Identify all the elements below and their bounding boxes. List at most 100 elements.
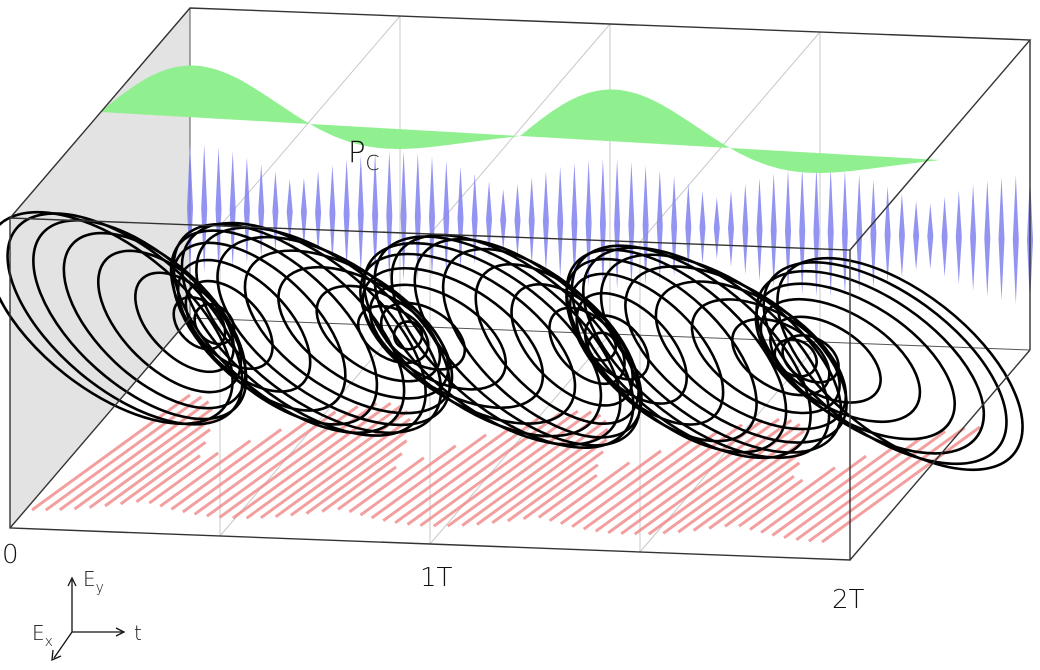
ey-spike [215,147,222,271]
ey-spike [201,144,208,273]
field-ellipse [277,265,450,400]
field-ellipse [362,241,603,438]
ex-stroke [620,417,780,536]
ex-stroke [348,456,425,514]
ey-spike [656,170,663,282]
ex-stroke [305,439,408,515]
ey-spike [742,183,749,275]
ex-stroke [559,449,662,526]
ex-stroke [245,404,402,520]
ey-spike [386,151,393,281]
ex-stroke [337,465,397,511]
ey-spike [1012,175,1019,304]
ey-spike [300,177,307,247]
ey-spike [984,180,991,297]
ex-stroke [571,439,692,528]
ey-spike [856,174,863,293]
ey-spike [728,190,734,267]
field-ellipse [172,222,406,435]
ex-stroke [359,444,457,517]
ex-stroke [290,427,411,517]
ex-stroke [104,428,211,508]
ex-stroke [135,454,201,504]
ey-spike [685,183,692,271]
field-ellipse [624,265,848,444]
field-ellipse [474,263,640,425]
ey-spike [628,161,635,288]
ex-stroke [821,425,981,544]
ex-stroke [31,393,191,512]
ex-stroke [181,418,311,514]
ex-stroke [724,474,795,528]
pc-label: PC [348,135,379,175]
ex-stroke [419,409,579,527]
field-ellipse [755,269,986,455]
ey-spike [884,186,891,284]
ex-stroke [321,452,403,513]
ey-spike [557,166,564,278]
ex-stroke [461,419,607,527]
ex-stroke [783,436,923,540]
ey-spike [258,163,265,258]
ey-spike [970,184,977,291]
field-ellipse [368,283,508,391]
ey-spike [457,166,464,270]
ey-spike [898,193,905,277]
ey-spike [770,173,777,288]
ey-spike [486,181,492,258]
ey-spike [941,196,948,277]
field-ellipse [357,304,430,365]
field-ellipse [0,210,234,426]
ey-spike [785,169,791,292]
ey-spike [955,190,962,285]
ex-stroke [692,449,805,532]
ey-spike [400,151,407,282]
ey-spike [699,191,706,264]
ex-stroke [548,461,631,522]
ex-stroke [73,407,214,511]
field-ellipse [243,249,454,415]
field-ellipse [762,261,1008,466]
ey-spike [713,197,720,259]
ey-spike [286,179,293,245]
ex-stroke [795,430,946,542]
time-end-label: 2T [832,585,865,615]
field-ellipse [96,249,243,394]
ey-spike [329,164,336,262]
axes-legend [51,576,126,662]
ex-stroke [582,430,719,531]
ey-spike [315,171,322,255]
ey-spike [514,184,521,257]
ey-spike [927,203,934,269]
ex-stroke [771,444,897,537]
ey-spike [229,151,236,268]
ey-spike [571,162,578,283]
field-ellipse [392,320,424,351]
field-ellipse [581,246,831,459]
ex-stroke [206,405,359,518]
ey-spike [528,177,535,265]
ey-spike [870,179,877,289]
ex-stroke [193,410,337,516]
ex-stroke [232,401,392,520]
ex-stroke [760,454,867,534]
ey-spike [243,157,250,264]
ey-spike [443,160,450,275]
ey-spike [913,201,920,271]
ex-stroke [58,400,210,512]
ex-stroke [607,419,764,535]
ey-spike [671,176,678,277]
ex-stroke [88,417,214,509]
ex-axis-label: Ex [32,621,53,650]
ey-spike [799,167,806,296]
ex-stroke [537,473,598,519]
ex-stroke [662,429,806,535]
ex-stroke [808,426,966,543]
box-edges [9,7,1032,561]
ex-stroke [406,412,562,526]
field-ellipse [781,334,840,384]
ey-spike [500,189,507,251]
field-ellipses [0,210,1024,472]
ey-spike [756,178,763,282]
